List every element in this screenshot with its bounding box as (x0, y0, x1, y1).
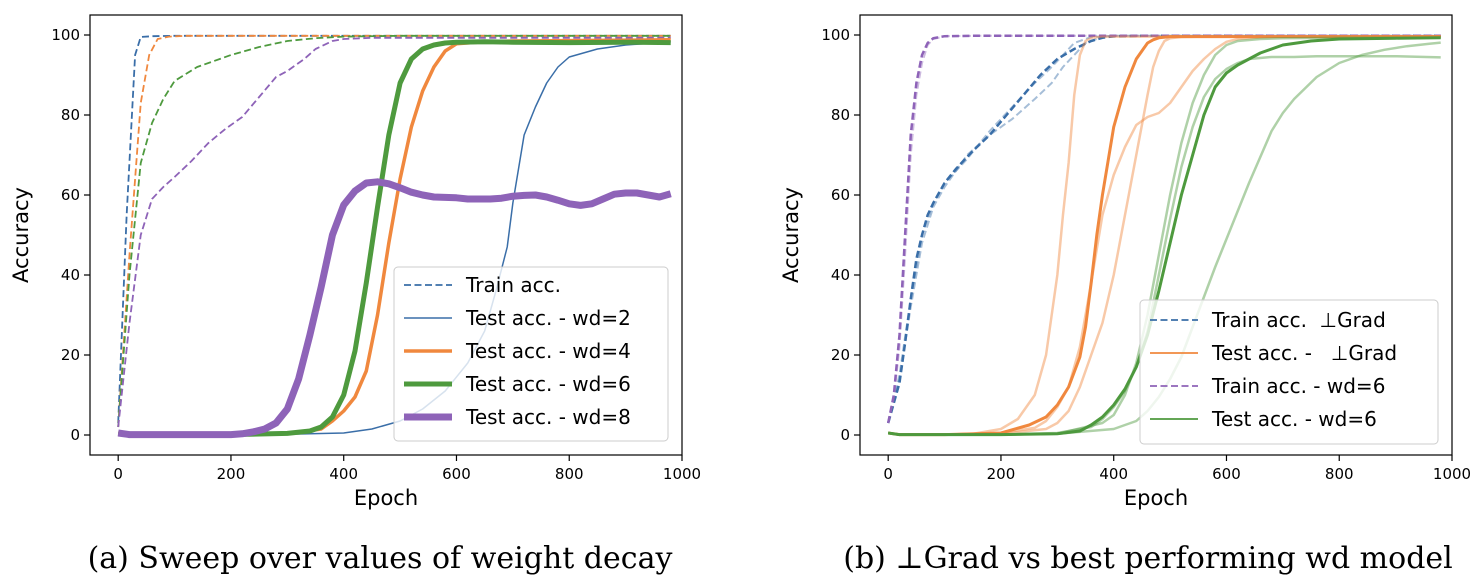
chart-a-series-line-2 (117, 34, 671, 428)
chart-a-y-tick-label-2: 40 (61, 266, 80, 284)
chart-b-plot-area: 0 200 400 600 800 1000 0 20 40 60 80 100 Train acc. … (821, 14, 1470, 483)
chart-a-series-line-6 (117, 39, 671, 438)
chart-a-y-tick-label-0: 0 (70, 426, 80, 444)
chart-a-frame (89, 14, 683, 456)
chart-a-legend-box (393, 266, 669, 442)
chart-a-legend: Train acc. Test acc. - wd=2 Test acc. - wd… (393, 266, 669, 442)
chart-b-x-tick-label-0: 0 (883, 465, 893, 483)
chart-a-y-tick-label-3: 60 (61, 186, 80, 204)
chart-b-series-line-11 (888, 36, 1441, 436)
chart-a-legend-label-4: Test acc. - wd=8 (465, 405, 631, 429)
chart-a-series-line-3 (117, 36, 671, 428)
chart-b-series-line-0 (886, 34, 1441, 424)
chart-a-series-group (117, 34, 672, 439)
chart-b-x-tick-label-4: 800 (1325, 465, 1354, 483)
chart-a-x-tick-label-3: 600 (442, 465, 471, 483)
chart-b-legend-label-3: Test acc. - wd=6 (1211, 407, 1377, 431)
chart-b-x-tick-label-3: 600 (1212, 465, 1241, 483)
chart-a-legend-label-2: Test acc. - wd=4 (465, 339, 631, 363)
chart-b-legend-label-1: Test acc. - ⊥Grad (1211, 341, 1397, 365)
chart-a-y-tick-label-1: 20 (61, 346, 80, 364)
chart-a-x-tick-label-2: 400 (329, 465, 358, 483)
chart-a-x-tick-label-0: 0 (113, 465, 123, 483)
chart-a-y-tick-label-5: 100 (51, 26, 80, 44)
chart-b-y-tick-label-2: 40 (831, 266, 850, 284)
chart-b-series-group (886, 34, 1441, 437)
chart-b-y-axis-label: Accuracy (779, 187, 803, 283)
chart-b-y-tick-label-0: 0 (840, 426, 850, 444)
chart-a-x-tick-label-1: 200 (217, 465, 246, 483)
chart-b-frame (859, 14, 1453, 456)
chart-b-series-line-4 (887, 34, 1441, 424)
chart-a-x-tick-label-5: 1000 (663, 465, 701, 483)
chart-b-series-line-3 (886, 34, 1441, 424)
chart-a-caption: (a) Sweep over values of weight decay (88, 541, 673, 576)
chart-b-series-line-10 (888, 54, 1441, 436)
chart-b-x-tick-label-1: 200 (987, 465, 1016, 483)
chart-b-legend: Train acc. ⊥Grad Test acc. - ⊥Grad Train a… (1139, 299, 1439, 445)
chart-b-series-line-6 (887, 35, 1441, 437)
chart-a-y-tick-label-4: 80 (61, 106, 80, 124)
chart-b-y-tick-label-3: 60 (831, 186, 850, 204)
chart-b-y-tick-label-5: 100 (821, 26, 850, 44)
chart-b-caption: (b) ⊥Grad vs best performing wd model (843, 541, 1453, 576)
chart-a-legend-label-1: Test acc. - wd=2 (465, 306, 631, 330)
chart-a-x-tick-label-4: 800 (555, 465, 584, 483)
chart-b-legend-label-2: Train acc. - wd=6 (1211, 374, 1385, 398)
chart-b-x-tick-label-2: 400 (1099, 465, 1128, 483)
chart-a-x-axis-label: Epoch (354, 486, 418, 510)
chart-b-y-tick-label-1: 20 (831, 346, 850, 364)
chart-b-series-line-8 (888, 35, 1441, 436)
chart-b-series-line-9 (887, 36, 1441, 437)
chart-b-y-tick-label-4: 80 (831, 106, 850, 124)
chart-a-legend-label-3: Test acc. - wd=6 (465, 372, 631, 396)
chart-b-x-axis-label: Epoch (1124, 486, 1188, 510)
chart-a-legend-label-0: Train acc. (465, 273, 561, 297)
chart-panel-b: 0 200 400 600 800 1000 0 20 40 60 80 100 Train acc. … (779, 14, 1470, 576)
chart-b-legend-box (1139, 299, 1439, 445)
chart-b-series-line-12 (888, 41, 1441, 436)
chart-b-x-tick-label-5: 1000 (1433, 465, 1470, 483)
chart-b-legend-label-0: Train acc. ⊥Grad (1211, 308, 1386, 332)
chart-a-y-axis-label: Accuracy (9, 187, 33, 283)
chart-b-series-line-7 (888, 35, 1441, 436)
chart-a-series-line-7 (117, 178, 672, 439)
